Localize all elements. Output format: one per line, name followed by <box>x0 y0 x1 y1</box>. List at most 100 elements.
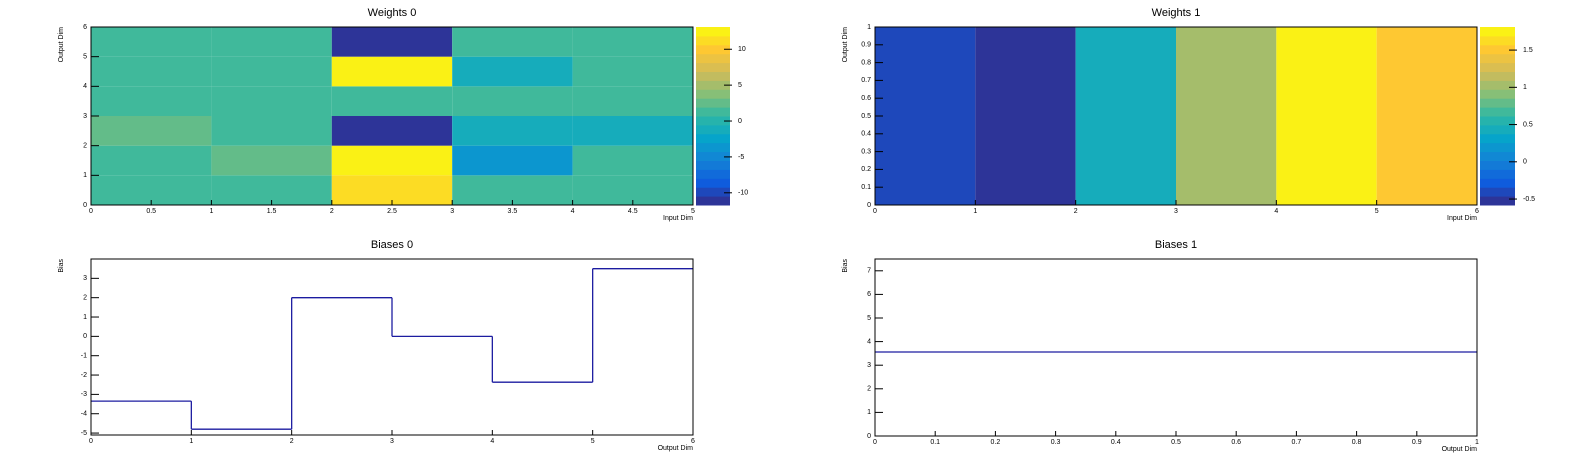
palette-band <box>1480 178 1515 188</box>
palette-band <box>1480 116 1515 126</box>
x-tick-label: 2 <box>1074 208 1078 215</box>
palette-band <box>1480 71 1515 81</box>
x-tick-label: 3 <box>390 438 394 445</box>
chart-title: Biases 1 <box>1155 239 1197 251</box>
y-tick-label: 6 <box>83 24 87 31</box>
y-tick-label: 0.7 <box>861 77 871 84</box>
x-axis-label: Output Dim <box>1442 446 1478 453</box>
heatmap-cell <box>211 116 332 146</box>
chart-title: Biases 0 <box>371 239 413 251</box>
heatmap-cell <box>331 86 453 116</box>
colorbar-tick-label: 5 <box>738 82 742 89</box>
palette-band <box>1480 124 1515 135</box>
palette-band <box>1480 169 1515 179</box>
y-tick-label: 1 <box>867 409 871 416</box>
y-tick-label: 0.8 <box>861 59 871 66</box>
x-tick-label: 0.2 <box>991 439 1001 446</box>
y-tick-label: 3 <box>83 113 87 120</box>
x-tick-label: 1.5 <box>267 208 277 215</box>
heatmap-cell <box>452 56 573 87</box>
y-axis-label: Bias <box>842 259 849 273</box>
y-tick-label: 3 <box>83 275 87 282</box>
palette-band <box>1480 27 1515 37</box>
colorbar-tick-label: 1.5 <box>1523 47 1533 54</box>
heatmap-cell <box>1075 27 1176 205</box>
x-tick-label: 0.5 <box>1171 439 1181 446</box>
colorbar-tick-label: -10 <box>738 190 748 197</box>
palette-band <box>696 71 730 81</box>
palette-band <box>696 116 730 126</box>
palette-band <box>1480 35 1515 46</box>
y-tick-label: 5 <box>867 315 871 322</box>
y-tick-label: 3 <box>867 362 871 369</box>
x-tick-label: 0.1 <box>930 439 940 446</box>
x-tick-label: 1 <box>189 438 193 445</box>
x-tick-label: 2.5 <box>387 208 397 215</box>
frame <box>874 258 1478 437</box>
y-tick-label: 4 <box>867 338 871 345</box>
palette-band <box>1480 187 1515 197</box>
heatmap-cell <box>452 27 573 57</box>
colorbar-tick-label: 0 <box>1523 159 1527 166</box>
x-tick-label: 0.4 <box>1111 439 1121 446</box>
palette-band <box>1480 160 1515 170</box>
x-tick-label: 0.6 <box>1231 439 1241 446</box>
palette-band <box>1480 196 1515 206</box>
heatmap-cell <box>452 145 573 176</box>
palette-band <box>696 169 730 179</box>
chart-title: Weights 1 <box>1152 7 1201 19</box>
x-tick-label: 4.5 <box>628 208 638 215</box>
heatmap-cell <box>875 27 976 205</box>
x-tick-label: 2 <box>290 438 294 445</box>
y-tick-label: 0 <box>83 333 87 340</box>
palette-band <box>1480 133 1515 144</box>
x-tick-label: 1 <box>973 208 977 215</box>
y-tick-label: 0.5 <box>861 113 871 120</box>
x-tick-label: 1 <box>209 208 213 215</box>
palette-band <box>1480 142 1515 153</box>
palette-band <box>696 62 730 72</box>
palette-band <box>1480 62 1515 72</box>
x-tick-label: 6 <box>1475 208 1479 215</box>
y-tick-label: -3 <box>81 391 87 398</box>
y-tick-label: 0.1 <box>861 184 871 191</box>
colorbar-tick-label: 0.5 <box>1523 121 1533 128</box>
x-tick-label: 0 <box>873 208 877 215</box>
heatmap-cell <box>452 86 573 116</box>
x-tick-label: 5 <box>591 438 595 445</box>
x-tick-label: 4 <box>490 438 494 445</box>
x-axis-label: Output Dim <box>658 445 694 452</box>
x-axis-label: Input Dim <box>1447 215 1477 222</box>
y-tick-label: 4 <box>83 83 87 90</box>
x-tick-label: 0 <box>873 439 877 446</box>
palette-band <box>1480 107 1515 117</box>
palette-band <box>696 44 730 55</box>
palette-band <box>1480 53 1515 64</box>
palette-band <box>696 89 730 99</box>
heatmap-cell <box>91 27 212 57</box>
palette-band <box>696 178 730 188</box>
heatmap-cell <box>211 86 332 116</box>
palette-band <box>696 187 730 197</box>
y-tick-label: -1 <box>81 353 87 360</box>
x-tick-label: 3 <box>1174 208 1178 215</box>
palette-band <box>696 53 730 64</box>
x-tick-label: 6 <box>691 438 695 445</box>
x-tick-label: 4 <box>1274 208 1278 215</box>
x-tick-label: 3 <box>450 208 454 215</box>
x-tick-label: 0.7 <box>1292 439 1302 446</box>
colorbar-tick-label: 0 <box>738 118 742 125</box>
frame <box>90 258 694 436</box>
x-tick-label: 0.3 <box>1051 439 1061 446</box>
palette-band <box>1480 80 1515 90</box>
heatmap-cell <box>211 56 332 87</box>
y-axis-label: Bias <box>58 259 65 273</box>
heatmap-cell <box>1376 27 1477 205</box>
heatmap-cell <box>572 86 693 116</box>
y-tick-label: 0.9 <box>861 42 871 49</box>
y-tick-label: -2 <box>81 372 87 379</box>
y-tick-label: 1 <box>83 314 87 321</box>
heatmap-cell <box>211 27 332 57</box>
heatmap-cell <box>91 145 212 176</box>
